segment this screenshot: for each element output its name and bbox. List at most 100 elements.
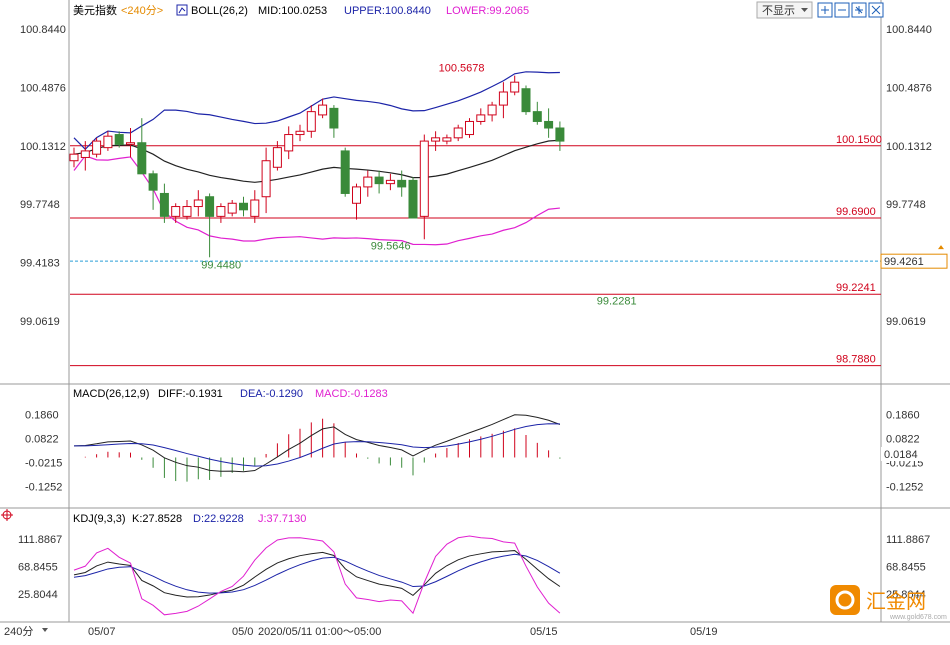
price-tick-right: 99.7748 — [886, 199, 926, 211]
level-label: 98.7880 — [836, 354, 876, 366]
kdj-tick-right: 25.8044 — [886, 589, 926, 601]
boll-lower-line — [73, 155, 560, 246]
candle-body — [397, 179, 407, 188]
toolbar-remove-button[interactable] — [834, 2, 850, 18]
arrow-up-icon — [938, 245, 944, 250]
candle-body — [340, 150, 350, 194]
toolbar-close-button[interactable] — [868, 2, 884, 18]
candle-body — [80, 150, 90, 158]
candle-body — [442, 137, 452, 142]
price-tick-left: 99.0619 — [20, 316, 60, 328]
date-label: 2020/05/11 01:00～05:00 — [258, 626, 381, 638]
candle-body — [306, 111, 316, 132]
level-label: 100.1500 — [836, 134, 882, 146]
candle-body — [193, 199, 203, 208]
macd-title: MACD(26,12,9) — [73, 388, 149, 400]
candle-body — [363, 176, 373, 188]
candle-body — [250, 199, 260, 217]
candle-body — [272, 147, 282, 168]
toolbar-add-button[interactable] — [817, 2, 833, 18]
candle-body — [126, 142, 135, 145]
price-tick-left: 99.4183 — [20, 257, 60, 269]
kdj-j-line — [73, 535, 561, 616]
candle-body — [352, 186, 361, 204]
candle-body — [329, 107, 339, 129]
kdj-tick-right: 68.8455 — [886, 561, 926, 573]
candle-body — [532, 111, 542, 122]
price-tick-right: 100.1312 — [886, 141, 932, 153]
candle-body — [182, 206, 192, 217]
current-price-value: 99.4261 — [884, 256, 924, 268]
candle-body — [498, 91, 508, 106]
chevron-down-icon[interactable] — [42, 628, 48, 632]
candle-body — [227, 202, 237, 214]
kdj-tick-left: 68.8455 — [18, 561, 58, 573]
current-price-tag: 99.4261 — [880, 245, 948, 269]
date-label: 05/19 — [690, 626, 718, 638]
candle-body — [295, 130, 305, 136]
logo-url: www.gold678.com — [889, 614, 947, 621]
boll-upper: UPPER:100.8440 — [344, 5, 431, 17]
price-annotation: 99.2281 — [597, 296, 637, 308]
candle-body — [171, 206, 181, 217]
crosshair-icon[interactable] — [1, 509, 13, 521]
candle-body — [284, 134, 294, 152]
candle-body — [521, 88, 531, 113]
candle-body — [453, 127, 463, 139]
macd-current-tag — [881, 447, 947, 461]
kdj-d-line — [73, 553, 561, 594]
boll-mid: MID:100.0253 — [258, 5, 327, 17]
boll-upper-line — [73, 71, 560, 151]
macd-current-value: 0.0184 — [884, 449, 918, 461]
kdj-tick-right: 111.8867 — [886, 534, 930, 546]
toolbar-settings-button[interactable] — [851, 2, 867, 18]
kdj-k: K:27.8528 — [132, 513, 182, 525]
candle-body — [510, 81, 520, 93]
macd-tick-left: 0.1860 — [25, 409, 59, 421]
candle-body — [239, 202, 248, 211]
macd-diff: DIFF:-0.1931 — [158, 388, 223, 400]
price-annotation: 100.5678 — [439, 62, 485, 74]
price-tick-left: 100.1312 — [20, 141, 66, 153]
date-label: 05/07 — [88, 626, 116, 638]
price-tick-left: 100.4876 — [20, 82, 66, 94]
candle-body — [465, 120, 474, 136]
kdj-tick-left: 25.8044 — [18, 589, 58, 601]
kdj-title: KDJ(9,3,3) — [73, 513, 126, 525]
kdj-tick-left: 111.8867 — [18, 534, 62, 546]
candle-body — [114, 134, 124, 145]
macd-tick-left: -0.0215 — [25, 457, 62, 469]
chevron-down-icon — [801, 8, 808, 12]
candle-body — [159, 192, 169, 217]
hide-dropdown[interactable]: 不显示 — [756, 1, 813, 19]
logo: 汇金网 www.gold678.com — [830, 585, 947, 621]
boll-lower: LOWER:99.2065 — [446, 5, 529, 17]
candle-body — [92, 140, 102, 155]
kdj-k-line — [73, 550, 561, 598]
macd-tick-right: 0.0822 — [886, 433, 920, 445]
macd-value: MACD:-0.1283 — [315, 388, 388, 400]
period-label: <240分> — [121, 4, 163, 17]
kdj-d: D:22.9228 — [193, 513, 244, 525]
level-label: 99.6900 — [836, 206, 876, 218]
boll-title: BOLL(26,2) — [191, 5, 248, 17]
candle-body — [385, 179, 395, 185]
symbol-name: 美元指数 — [73, 3, 117, 17]
candle-body — [205, 196, 215, 217]
boll-toggle-icon[interactable] — [176, 4, 188, 16]
macd-tick-right: -0.1252 — [886, 481, 923, 493]
candle-body — [318, 104, 328, 116]
macd-dea-line — [73, 423, 560, 467]
macd-tick-left: 0.0822 — [25, 433, 59, 445]
boll-mid-line — [73, 139, 560, 183]
macd-diff-line — [73, 414, 561, 473]
price-tick-right: 100.4876 — [886, 82, 932, 94]
macd-dea: DEA:-0.1290 — [240, 388, 303, 400]
candle-body — [487, 104, 497, 116]
candle-body — [148, 173, 158, 191]
macd-tick-right: 0.1860 — [886, 409, 920, 421]
candle-body — [216, 206, 226, 217]
candle-body — [476, 114, 486, 122]
